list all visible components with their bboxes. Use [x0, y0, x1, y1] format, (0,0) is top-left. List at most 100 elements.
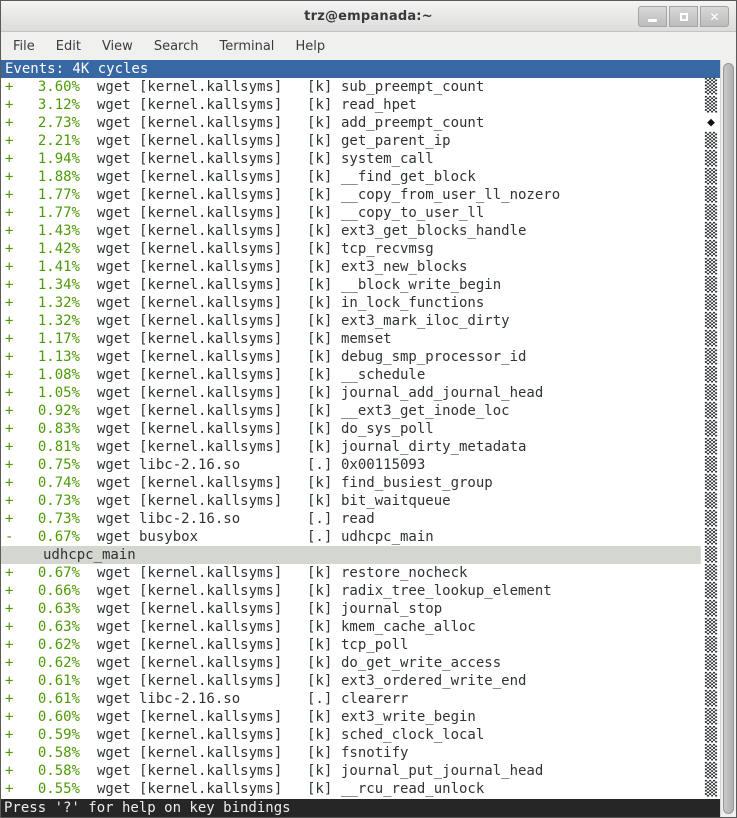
scrollbar-thumb[interactable] [723, 63, 734, 814]
row-expand-toggle[interactable]: + [5, 673, 14, 689]
row-expand-toggle[interactable]: + [5, 691, 14, 707]
perf-row[interactable]: + 2.21% wget [kernel.kallsyms] [k] get_p… [1, 132, 720, 150]
terminal-viewport[interactable]: Events: 4K cycles + 3.60% wget [kernel.k… [1, 60, 736, 817]
perf-row[interactable]: + 0.62% wget [kernel.kallsyms] [k] do_ge… [1, 654, 720, 672]
row-expand-toggle[interactable]: + [5, 457, 14, 473]
row-expand-toggle[interactable]: + [5, 259, 14, 275]
row-expand-toggle[interactable]: + [5, 115, 14, 131]
perf-row[interactable]: + 2.73% wget [kernel.kallsyms] [k] add_p… [1, 114, 720, 132]
perf-row[interactable]: + 0.66% wget [kernel.kallsyms] [k] radix… [1, 582, 720, 600]
perf-row[interactable]: + 1.42% wget [kernel.kallsyms] [k] tcp_r… [1, 240, 720, 258]
perf-row[interactable]: + 0.67% wget [kernel.kallsyms] [k] resto… [1, 564, 720, 582]
titlebar[interactable]: trz@empanada:~ ✕ [1, 1, 736, 32]
perf-row[interactable]: + 1.88% wget [kernel.kallsyms] [k] __fin… [1, 168, 720, 186]
menu-edit[interactable]: Edit [55, 38, 81, 54]
row-expand-toggle[interactable]: + [5, 727, 14, 743]
perf-row[interactable]: + 1.34% wget [kernel.kallsyms] [k] __blo… [1, 276, 720, 294]
row-expand-toggle[interactable]: + [5, 619, 14, 635]
row-expand-toggle[interactable]: + [5, 655, 14, 671]
perf-row[interactable]: + 0.63% wget [kernel.kallsyms] [k] journ… [1, 600, 720, 618]
perf-row[interactable]: + 0.61% wget [kernel.kallsyms] [k] ext3_… [1, 672, 720, 690]
perf-row[interactable]: + 0.58% wget [kernel.kallsyms] [k] fsnot… [1, 744, 720, 762]
row-expand-toggle[interactable]: + [5, 349, 14, 365]
perf-row[interactable]: + 3.12% wget [kernel.kallsyms] [k] read_… [1, 96, 720, 114]
row-expand-toggle[interactable]: + [5, 439, 14, 455]
perf-row[interactable]: + 0.75% wget libc-2.16.so [.] 0x00115093… [1, 456, 720, 474]
row-expand-toggle[interactable]: + [5, 367, 14, 383]
minimize-button[interactable] [638, 6, 667, 27]
row-expand-toggle[interactable]: + [5, 241, 14, 257]
row-expand-toggle[interactable]: + [5, 781, 14, 797]
close-button[interactable]: ✕ [700, 6, 729, 27]
row-expand-toggle[interactable]: + [5, 493, 14, 509]
row-expand-toggle[interactable]: + [5, 403, 14, 419]
perf-row[interactable]: + 0.58% wget [kernel.kallsyms] [k] journ… [1, 762, 720, 780]
menu-terminal[interactable]: Terminal [219, 38, 275, 54]
row-privilege: [k] [307, 745, 333, 761]
row-expand-toggle[interactable]: + [5, 313, 14, 329]
row-expand-toggle[interactable]: + [5, 169, 14, 185]
menu-view[interactable]: View [101, 38, 133, 54]
row-expand-toggle[interactable]: + [5, 133, 14, 149]
perf-row[interactable]: + 1.32% wget [kernel.kallsyms] [k] ext3_… [1, 312, 720, 330]
row-expand-toggle[interactable]: + [5, 385, 14, 401]
perf-row[interactable]: + 1.41% wget [kernel.kallsyms] [k] ext3_… [1, 258, 720, 276]
perf-row[interactable]: + 1.08% wget [kernel.kallsyms] [k] __sch… [1, 366, 720, 384]
row-privilege: [k] [307, 673, 333, 689]
perf-row[interactable]: + 3.60% wget [kernel.kallsyms] [k] sub_p… [1, 78, 720, 96]
menu-help[interactable]: Help [295, 38, 326, 54]
row-expand-toggle[interactable]: + [5, 223, 14, 239]
row-overhead: 2.21% [37, 133, 80, 149]
row-expand-toggle[interactable]: + [5, 421, 14, 437]
row-shared-object: [kernel.kallsyms] [139, 133, 283, 149]
scrollbar[interactable] [720, 60, 736, 817]
perf-row[interactable]: + 0.60% wget [kernel.kallsyms] [k] ext3_… [1, 708, 720, 726]
perf-row[interactable]: + 1.77% wget [kernel.kallsyms] [k] __cop… [1, 186, 720, 204]
perf-row[interactable]: + 0.62% wget [kernel.kallsyms] [k] tcp_p… [1, 636, 720, 654]
row-symbol: journal_stop [341, 601, 443, 617]
row-expand-toggle[interactable]: + [5, 709, 14, 725]
perf-row[interactable]: + 1.43% wget [kernel.kallsyms] [k] ext3_… [1, 222, 720, 240]
perf-row[interactable]: + 0.55% wget [kernel.kallsyms] [k] __rcu… [1, 780, 720, 798]
maximize-button[interactable] [669, 6, 698, 27]
perf-row[interactable]: + 0.63% wget [kernel.kallsyms] [k] kmem_… [1, 618, 720, 636]
perf-row[interactable]: + 0.83% wget [kernel.kallsyms] [k] do_sy… [1, 420, 720, 438]
row-expand-toggle[interactable]: + [5, 205, 14, 221]
perf-row[interactable]: + 1.05% wget [kernel.kallsyms] [k] journ… [1, 384, 720, 402]
row-expand-toggle[interactable]: + [5, 295, 14, 311]
row-expand-toggle[interactable]: + [5, 475, 14, 491]
perf-row[interactable]: + 0.74% wget [kernel.kallsyms] [k] find_… [1, 474, 720, 492]
row-expand-toggle[interactable]: + [5, 151, 14, 167]
row-privilege: [k] [307, 619, 333, 635]
perf-row[interactable]: + 0.81% wget [kernel.kallsyms] [k] journ… [1, 438, 720, 456]
perf-row[interactable]: + 1.77% wget [kernel.kallsyms] [k] __cop… [1, 204, 720, 222]
perf-row[interactable]: + 0.92% wget [kernel.kallsyms] [k] __ext… [1, 402, 720, 420]
perf-row[interactable]: + 0.61% wget libc-2.16.so [.] clearerr ▒ [1, 690, 720, 708]
perf-row[interactable]: + 1.94% wget [kernel.kallsyms] [k] syste… [1, 150, 720, 168]
row-shared-object: [kernel.kallsyms] [139, 259, 283, 275]
row-expand-toggle[interactable]: + [5, 601, 14, 617]
row-expand-toggle[interactable]: + [5, 637, 14, 653]
row-expand-toggle[interactable]: + [5, 745, 14, 761]
perf-row[interactable]: + 0.73% wget libc-2.16.so [.] read ▒ [1, 510, 720, 528]
row-expand-toggle[interactable]: + [5, 583, 14, 599]
perf-row[interactable]: - 0.67% wget busybox [.] udhcpc_main ▒ [1, 528, 720, 546]
row-expand-toggle[interactable]: + [5, 763, 14, 779]
row-expand-toggle[interactable]: + [5, 565, 14, 581]
perf-row[interactable]: + 1.13% wget [kernel.kallsyms] [k] debug… [1, 348, 720, 366]
perf-row[interactable]: + 1.17% wget [kernel.kallsyms] [k] memse… [1, 330, 720, 348]
row-expand-toggle[interactable]: + [5, 79, 14, 95]
row-expand-toggle[interactable]: + [5, 277, 14, 293]
row-expand-toggle[interactable]: - [5, 529, 14, 545]
row-shared-object: [kernel.kallsyms] [139, 313, 283, 329]
menu-search[interactable]: Search [153, 38, 199, 54]
row-expand-toggle[interactable]: + [5, 97, 14, 113]
row-expand-toggle[interactable]: + [5, 331, 14, 347]
row-expand-toggle[interactable]: + [5, 187, 14, 203]
menu-file[interactable]: File [13, 38, 35, 54]
perf-row[interactable]: + 0.59% wget [kernel.kallsyms] [k] sched… [1, 726, 720, 744]
perf-row[interactable]: udhcpc_main ▒ [1, 546, 722, 564]
row-expand-toggle[interactable]: + [5, 511, 14, 527]
perf-row[interactable]: + 0.73% wget [kernel.kallsyms] [k] bit_w… [1, 492, 720, 510]
perf-row[interactable]: + 1.32% wget [kernel.kallsyms] [k] in_lo… [1, 294, 720, 312]
